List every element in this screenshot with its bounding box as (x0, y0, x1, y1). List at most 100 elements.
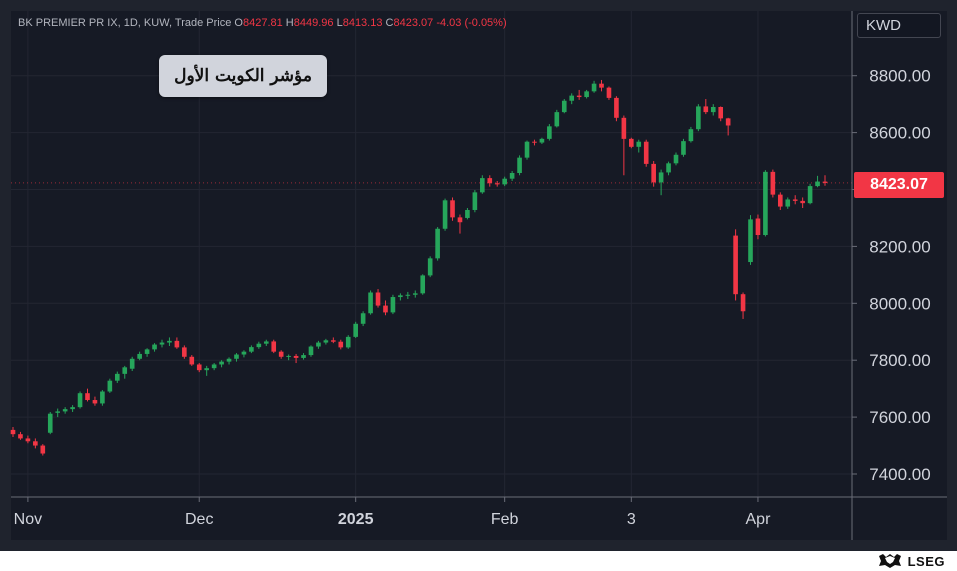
candle[interactable] (226, 357, 232, 365)
candle[interactable] (174, 337, 180, 349)
candle[interactable] (636, 139, 642, 153)
candle[interactable] (427, 256, 433, 278)
candle[interactable] (532, 139, 537, 146)
candle[interactable] (152, 343, 157, 352)
candle[interactable] (666, 161, 671, 176)
candle[interactable] (241, 350, 247, 358)
candle[interactable] (807, 183, 813, 205)
candle[interactable] (621, 115, 627, 176)
candle[interactable] (710, 104, 716, 116)
candle[interactable] (584, 89, 589, 99)
candle[interactable] (740, 292, 746, 319)
candle[interactable] (688, 126, 694, 143)
candle[interactable] (539, 137, 545, 144)
currency-selector[interactable]: KWD (857, 13, 941, 38)
candle[interactable] (725, 117, 731, 136)
candle[interactable] (480, 175, 485, 194)
candle[interactable] (353, 321, 358, 339)
candle[interactable] (658, 169, 664, 196)
candle[interactable] (62, 407, 68, 414)
candle[interactable] (748, 215, 753, 265)
candlestick-chart[interactable]: 7400.007600.007800.008000.008200.008400.… (0, 0, 957, 551)
candle[interactable] (10, 427, 16, 438)
candle[interactable] (383, 300, 388, 316)
candle[interactable] (256, 341, 262, 349)
candle[interactable] (182, 345, 187, 359)
candle[interactable] (554, 109, 560, 128)
candle[interactable] (316, 340, 321, 349)
candle[interactable] (25, 435, 31, 444)
candle[interactable] (368, 290, 373, 315)
candle[interactable] (770, 169, 776, 198)
candle[interactable] (263, 339, 269, 346)
candle[interactable] (189, 355, 195, 366)
candle[interactable] (77, 391, 83, 409)
candle[interactable] (293, 353, 299, 364)
candle[interactable] (405, 291, 411, 300)
candle[interactable] (398, 293, 403, 301)
candle[interactable] (487, 175, 493, 187)
candle[interactable] (763, 170, 768, 237)
candle[interactable] (800, 197, 805, 208)
candle[interactable] (92, 396, 98, 406)
candle[interactable] (271, 339, 277, 354)
candle[interactable] (465, 207, 470, 220)
candle[interactable] (606, 86, 612, 100)
candle[interactable] (457, 214, 463, 234)
candles[interactable] (10, 79, 828, 456)
candle[interactable] (85, 388, 90, 402)
candle[interactable] (643, 139, 649, 167)
candle[interactable] (129, 356, 135, 372)
candle[interactable] (509, 171, 515, 181)
candle[interactable] (278, 350, 284, 359)
candle[interactable] (733, 229, 738, 301)
candle[interactable] (331, 337, 336, 344)
candle[interactable] (524, 140, 530, 160)
candle[interactable] (591, 80, 597, 93)
candle[interactable] (442, 198, 448, 231)
candle[interactable] (651, 161, 656, 187)
candle[interactable] (792, 195, 798, 205)
candle[interactable] (360, 311, 366, 327)
candle[interactable] (599, 79, 604, 92)
candle[interactable] (338, 339, 344, 350)
candle[interactable] (777, 192, 783, 210)
candle[interactable] (502, 176, 507, 187)
candle[interactable] (696, 104, 701, 132)
candle[interactable] (211, 363, 217, 371)
candle[interactable] (517, 155, 522, 176)
candle[interactable] (33, 438, 38, 449)
candle[interactable] (755, 214, 761, 240)
candle[interactable] (323, 338, 329, 345)
candle[interactable] (219, 360, 224, 368)
candle[interactable] (822, 175, 828, 186)
candle[interactable] (308, 345, 314, 357)
candle[interactable] (137, 351, 142, 361)
candle[interactable] (40, 444, 46, 456)
candle[interactable] (144, 348, 150, 357)
candle[interactable] (107, 378, 113, 393)
candle[interactable] (815, 175, 820, 188)
candle[interactable] (390, 294, 396, 315)
candle[interactable] (234, 353, 239, 362)
candle[interactable] (47, 411, 53, 435)
candle[interactable] (547, 124, 552, 141)
candle[interactable] (785, 197, 791, 209)
candle[interactable] (159, 339, 165, 348)
candle[interactable] (345, 335, 351, 349)
candle[interactable] (122, 365, 128, 379)
candle[interactable] (569, 93, 575, 105)
candle[interactable] (718, 106, 724, 122)
candle[interactable] (301, 353, 306, 360)
candle[interactable] (55, 408, 61, 418)
candle[interactable] (494, 180, 500, 187)
candle[interactable] (100, 390, 105, 406)
candle[interactable] (18, 431, 23, 440)
candle[interactable] (472, 190, 478, 213)
candle[interactable] (204, 365, 209, 376)
candle[interactable] (703, 99, 709, 115)
candle[interactable] (561, 99, 567, 114)
candle[interactable] (614, 96, 619, 122)
candle[interactable] (576, 89, 582, 100)
candle[interactable] (673, 152, 679, 166)
